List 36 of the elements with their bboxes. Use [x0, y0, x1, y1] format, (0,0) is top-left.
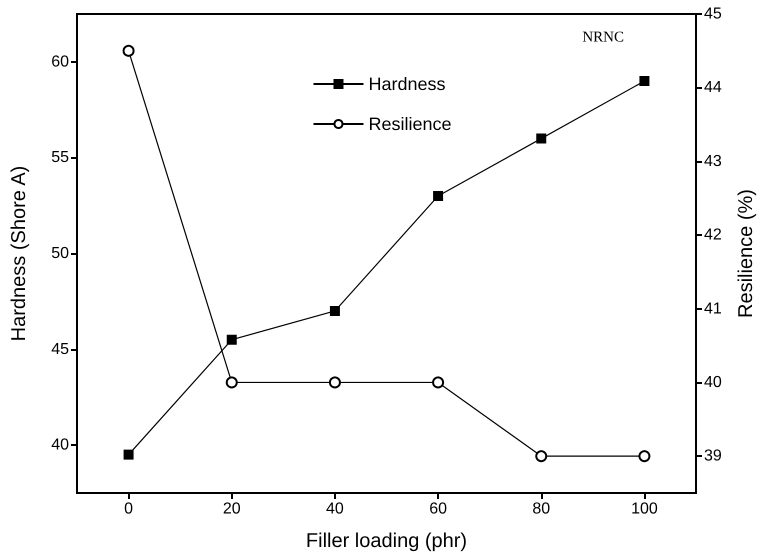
y-tick-label: 60	[51, 53, 70, 70]
point	[328, 376, 341, 388]
point	[535, 450, 548, 462]
y2-axis-title: Resilience (%)	[735, 189, 757, 318]
point	[226, 334, 237, 345]
x-tick-label: 40	[326, 500, 344, 518]
y-tick-label: 50	[51, 245, 70, 262]
x-tick-label: 20	[222, 500, 241, 518]
y-tick-label: 45	[51, 340, 70, 358]
x-tick-label: 100	[631, 500, 658, 518]
y-tick-label: 40	[51, 436, 70, 454]
legend-label: Hardness	[368, 74, 446, 94]
y2-tick-label: 42	[704, 226, 722, 244]
point	[124, 450, 134, 460]
point	[536, 134, 546, 144]
y2-tick-label: 45	[704, 6, 722, 22]
x-tick-label: 0	[124, 500, 134, 518]
annotation: NRNC	[582, 30, 624, 46]
y2-tick-label: 43	[704, 152, 722, 170]
point	[330, 306, 340, 316]
y2-tick-label: 39	[704, 448, 722, 465]
x-tick-label: 60	[429, 500, 448, 518]
y2-tick-label: 41	[704, 300, 722, 318]
point	[432, 376, 444, 388]
y-tick-label: 55	[51, 149, 70, 166]
y-axis-title: Hardness (Shore A)	[8, 166, 30, 342]
x-axis-title: Filler loading (phr)	[306, 530, 468, 552]
point	[226, 376, 238, 388]
y2-tick-label: 40	[704, 374, 722, 391]
point	[638, 450, 650, 462]
x-tick-label: 80	[532, 500, 550, 518]
legend-label: Resilience	[368, 114, 452, 134]
y2-tick-label: 44	[704, 79, 722, 96]
point	[433, 191, 444, 202]
point	[639, 76, 650, 86]
point	[122, 44, 135, 57]
